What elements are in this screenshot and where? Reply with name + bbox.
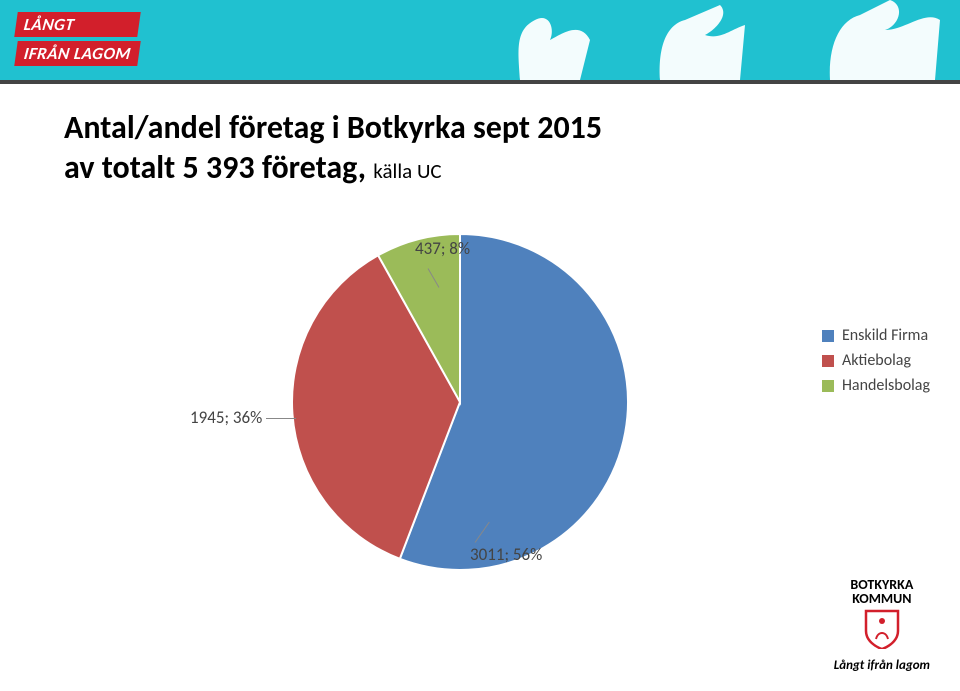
legend-label: Handelsbolag	[842, 376, 930, 395]
legend-label: Aktiebolag	[842, 351, 911, 370]
legend-swatch	[822, 330, 834, 342]
footer-kommun-line2: KOMMUN	[834, 592, 930, 607]
shield-icon	[864, 609, 900, 649]
header-logo: LÅNGT IFRÅN LAGOM	[16, 12, 139, 66]
pie-svg	[290, 232, 630, 572]
subtitle-source: källa UC	[373, 158, 441, 184]
chart-legend: Enskild Firma Aktiebolag Handelsbolag	[822, 320, 930, 401]
subtitle-strong: av totalt 5 393 företag,	[64, 148, 373, 187]
legend-label: Enskild Firma	[842, 326, 928, 345]
legend-swatch	[822, 355, 834, 367]
slide-title-line1: Antal/andel företag i Botkyrka sept 2015	[64, 108, 896, 148]
pie-label-aktiebolag: 1945; 36%	[190, 407, 262, 428]
legend-item: Aktiebolag	[822, 351, 930, 370]
footer-logo: BOTKYRKA KOMMUN Långt ifrån lagom	[834, 578, 930, 673]
pie-chart: 437; 8% 1945; 36% 3011; 56%	[170, 192, 790, 612]
logo-line-1: LÅNGT	[14, 12, 140, 37]
logo-line-2: IFRÅN LAGOM	[14, 41, 140, 66]
slide-title-line2: av totalt 5 393 företag, källa UC	[64, 148, 896, 188]
pie-label-handelsbolag: 437; 8%	[415, 238, 470, 259]
leader-line	[266, 418, 296, 419]
legend-item: Handelsbolag	[822, 376, 930, 395]
legend-swatch	[822, 380, 834, 392]
header-silhouettes	[460, 0, 960, 80]
legend-item: Enskild Firma	[822, 326, 930, 345]
header-band: LÅNGT IFRÅN LAGOM	[0, 0, 960, 84]
footer-tagline: Långt ifrån lagom	[834, 658, 930, 673]
title-block: Antal/andel företag i Botkyrka sept 2015…	[64, 108, 896, 188]
pie-label-enskild: 3011; 56%	[470, 544, 542, 565]
